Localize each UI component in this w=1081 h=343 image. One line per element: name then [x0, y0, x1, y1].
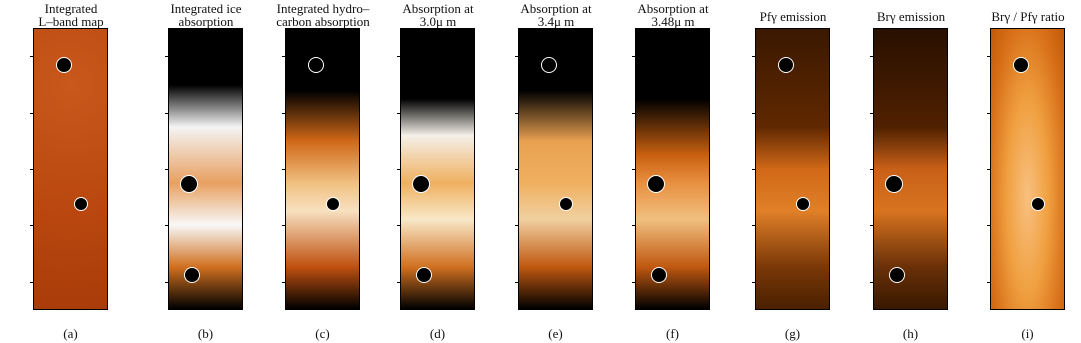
map-feature [326, 197, 341, 211]
map-panel [33, 28, 108, 310]
map-feature [74, 197, 89, 211]
tick-mark [165, 169, 168, 170]
tick-mark [397, 225, 400, 227]
tick-mark [30, 112, 33, 114]
panel-title: Absorption at [402, 1, 474, 16]
panel-title: 3.4μ m [537, 14, 575, 29]
panel-label: (c) [315, 326, 330, 341]
tick-mark [282, 56, 285, 58]
tick-mark [987, 56, 990, 58]
map-feature [411, 174, 430, 193]
map-feature [1012, 57, 1029, 73]
panel-label: (e) [548, 326, 563, 341]
map-feature [1031, 197, 1046, 211]
tick-mark [870, 281, 873, 283]
tick-mark [397, 281, 400, 283]
tick-mark [515, 225, 518, 227]
tick-mark [987, 112, 990, 114]
tick-mark [165, 281, 168, 283]
panel-title: Integrated [44, 1, 98, 16]
tick-mark [282, 281, 285, 283]
map-feature [650, 267, 667, 283]
map-panel [518, 28, 593, 310]
tick-mark [752, 169, 755, 170]
panel-title: Brγ emission [876, 9, 946, 24]
tick-mark [282, 169, 285, 170]
map-feature [179, 174, 198, 193]
panel-title: L–band map [38, 14, 104, 29]
map-feature [884, 174, 903, 193]
panel-title: Integrated hydro– [276, 1, 370, 16]
panel-label: (a) [63, 326, 78, 341]
tick-mark [30, 225, 33, 227]
tick-mark [30, 56, 33, 58]
map-feature [888, 267, 905, 283]
tick-mark [632, 56, 635, 58]
map-feature [415, 267, 432, 283]
tick-mark [30, 169, 33, 170]
tick-mark [515, 56, 518, 58]
map-panel [873, 28, 948, 310]
panel-label: (h) [902, 326, 919, 341]
tick-mark [632, 169, 635, 170]
panel-title: Integrated ice [170, 1, 242, 16]
tick-mark [515, 169, 518, 170]
map-feature [777, 57, 794, 73]
tick-mark [752, 112, 755, 114]
panel-title: Absorption at [637, 1, 709, 16]
panel-label: (i) [1021, 326, 1034, 341]
tick-mark [752, 225, 755, 227]
tick-mark [282, 225, 285, 227]
panel-title: Brγ / Pfγ ratio [991, 9, 1065, 24]
tick-mark [165, 56, 168, 58]
panel-title: 3.48μ m [651, 14, 695, 29]
panel-title: absorption [178, 14, 234, 29]
tick-mark [397, 56, 400, 58]
tick-mark [30, 281, 33, 283]
tick-mark [515, 281, 518, 283]
map-feature [307, 57, 324, 73]
map-panel [635, 28, 710, 310]
map-feature [540, 57, 557, 73]
panel-title: Absorption at [520, 1, 592, 16]
tick-mark [632, 281, 635, 283]
panel-label: (d) [429, 326, 446, 341]
panel-title: 3.0μ m [419, 14, 457, 29]
tick-mark [165, 225, 168, 227]
panel-title: Pfγ emission [759, 9, 827, 24]
tick-mark [632, 225, 635, 227]
panel-label: (g) [784, 326, 801, 341]
tick-mark [870, 225, 873, 227]
tick-mark [987, 281, 990, 283]
tick-mark [870, 56, 873, 58]
tick-mark [165, 112, 168, 114]
tick-mark [397, 169, 400, 170]
map-feature [559, 197, 574, 211]
map-panel [168, 28, 243, 310]
tick-mark [632, 112, 635, 114]
tick-mark [282, 112, 285, 114]
tick-mark [870, 112, 873, 114]
tick-mark [397, 112, 400, 114]
panel-label: (b) [197, 326, 214, 341]
map-panel [285, 28, 360, 310]
tick-mark [987, 225, 990, 227]
tick-mark [752, 281, 755, 283]
map-feature [646, 174, 665, 193]
map-panel [990, 28, 1065, 310]
map-panel [755, 28, 830, 310]
map-feature [796, 197, 811, 211]
map-feature [55, 57, 72, 73]
tick-mark [515, 112, 518, 114]
map-panel [400, 28, 475, 310]
tick-mark [987, 169, 990, 170]
panel-label: (f) [666, 326, 679, 341]
tick-mark [752, 56, 755, 58]
map-feature [183, 267, 200, 283]
tick-mark [870, 169, 873, 170]
panel-title: carbon absorption [276, 14, 370, 29]
